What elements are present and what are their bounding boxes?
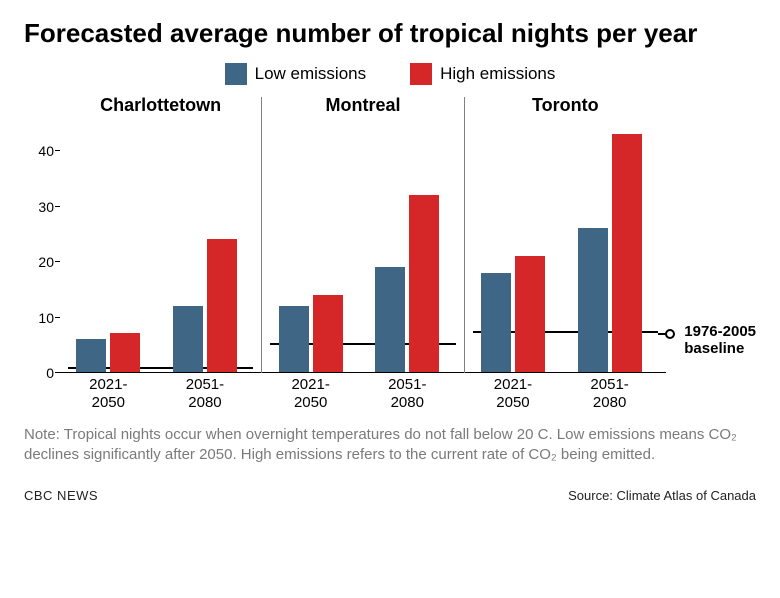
bar-group xyxy=(279,123,343,372)
legend-item-high: High emissions xyxy=(410,63,555,85)
y-tick-label: 30 xyxy=(38,199,54,215)
legend-swatch-low xyxy=(225,63,247,85)
panel-plot: 2021- 20502051- 2080 xyxy=(60,123,261,373)
bar-group xyxy=(481,123,545,372)
bar-group xyxy=(173,123,237,372)
bar-high xyxy=(409,195,439,372)
legend: Low emissions High emissions xyxy=(24,63,756,85)
y-tick-label: 0 xyxy=(46,365,54,381)
baseline-label: 1976-2005 baseline xyxy=(684,324,756,357)
footer-source-right: Source: Climate Atlas of Canada xyxy=(568,488,756,503)
panel: Montreal 2021- 20502051- 2080 xyxy=(261,97,463,373)
legend-label-high: High emissions xyxy=(440,64,555,84)
panel-plot: 2021- 20502051- 2080 xyxy=(465,123,666,373)
panel-plot: 2021- 20502051- 2080 xyxy=(262,123,463,373)
x-tick-label: 2021- 2050 xyxy=(291,376,329,412)
chart-note: Note: Tropical nights occur when overnig… xyxy=(24,425,756,466)
x-tick-label: 2021- 2050 xyxy=(494,376,532,412)
chart-area: 010203040 Charlottetown2021- 20502051- 2… xyxy=(24,97,756,407)
x-tick-label: 2051- 2080 xyxy=(590,376,628,412)
y-tick-label: 10 xyxy=(38,310,54,326)
footer-source-left: CBC NEWS xyxy=(24,488,98,503)
bar-low xyxy=(279,306,309,372)
bar-group xyxy=(76,123,140,372)
bar-low xyxy=(481,273,511,373)
y-tick-label: 40 xyxy=(38,143,54,159)
chart-footer: CBC NEWS Source: Climate Atlas of Canada xyxy=(24,488,756,503)
panel: Toronto 2021- 20502051- 2080 xyxy=(464,97,666,373)
bar-low xyxy=(578,228,608,372)
bar-low xyxy=(375,267,405,372)
panels-container: Charlottetown2021- 20502051- 2080Montrea… xyxy=(60,97,666,373)
chart-title: Forecasted average number of tropical ni… xyxy=(24,18,756,49)
panel: Charlottetown 2021- 20502051- 2080 xyxy=(60,97,261,373)
y-tick-label: 20 xyxy=(38,254,54,270)
bar-low xyxy=(76,339,106,372)
x-tick-label: 2051- 2080 xyxy=(186,376,224,412)
x-tick-label: 2051- 2080 xyxy=(388,376,426,412)
bar-high xyxy=(110,333,140,372)
panel-title: Toronto xyxy=(465,95,666,116)
panel-title: Montreal xyxy=(262,95,463,116)
legend-label-low: Low emissions xyxy=(255,64,367,84)
x-tick-label: 2021- 2050 xyxy=(89,376,127,412)
legend-item-low: Low emissions xyxy=(225,63,367,85)
y-axis: 010203040 xyxy=(24,123,60,373)
bar-high xyxy=(207,239,237,372)
bar-high xyxy=(515,256,545,372)
bar-group xyxy=(375,123,439,372)
legend-swatch-high xyxy=(410,63,432,85)
bar-high xyxy=(313,295,343,372)
panel-title: Charlottetown xyxy=(60,95,261,116)
bar-low xyxy=(173,306,203,372)
baseline-marker-icon xyxy=(665,329,675,339)
bar-group xyxy=(578,123,642,372)
bar-high xyxy=(612,134,642,372)
